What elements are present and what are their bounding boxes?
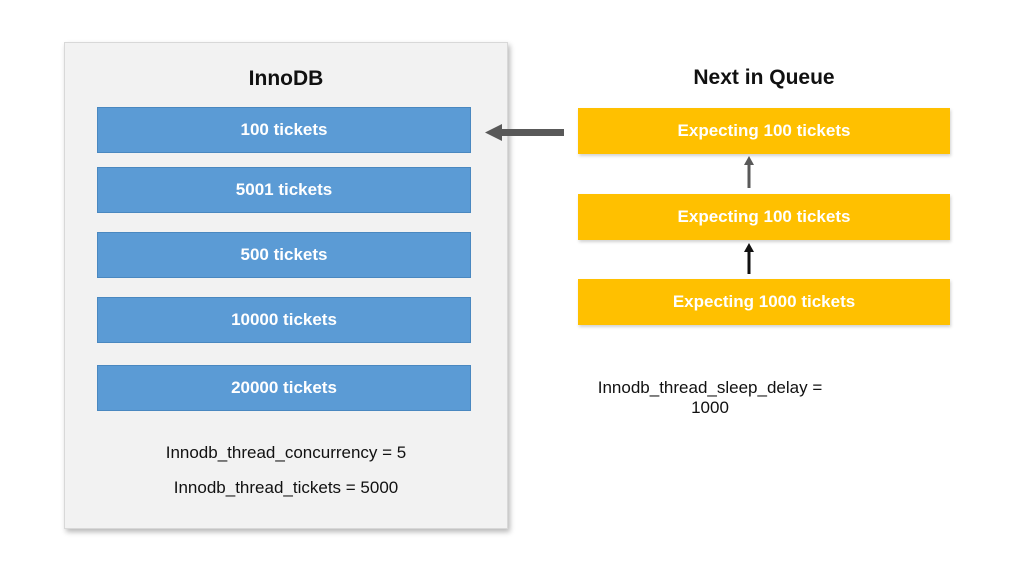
queue-item-1: Expecting 100 tickets xyxy=(578,108,950,154)
up-arrow-icon xyxy=(744,156,754,188)
innodb-title: InnoDB xyxy=(248,67,324,90)
innodb-slot-5: 20000 tickets xyxy=(97,365,471,411)
innodb-slot-4: 10000 tickets xyxy=(97,297,471,343)
queue-item-3: Expecting 1000 tickets xyxy=(578,279,950,325)
innodb-slot-1: 100 tickets xyxy=(97,107,471,153)
queue-title: Next in Queue xyxy=(693,66,835,89)
thread-concurrency-setting: Innodb_thread_concurrency = 5 xyxy=(165,443,407,462)
up-arrow-icon xyxy=(744,243,754,274)
sleep-delay-setting: Innodb_thread_sleep_delay = 1000 xyxy=(597,378,823,417)
innodb-panel: InnoDB 100 tickets 5001 tickets 500 tick… xyxy=(64,42,508,529)
innodb-slot-3: 500 tickets xyxy=(97,232,471,278)
queue-item-2: Expecting 100 tickets xyxy=(578,194,950,240)
innodb-slot-2: 5001 tickets xyxy=(97,167,471,213)
thread-tickets-setting: Innodb_thread_tickets = 5000 xyxy=(173,478,399,497)
left-arrow-icon xyxy=(485,124,564,141)
